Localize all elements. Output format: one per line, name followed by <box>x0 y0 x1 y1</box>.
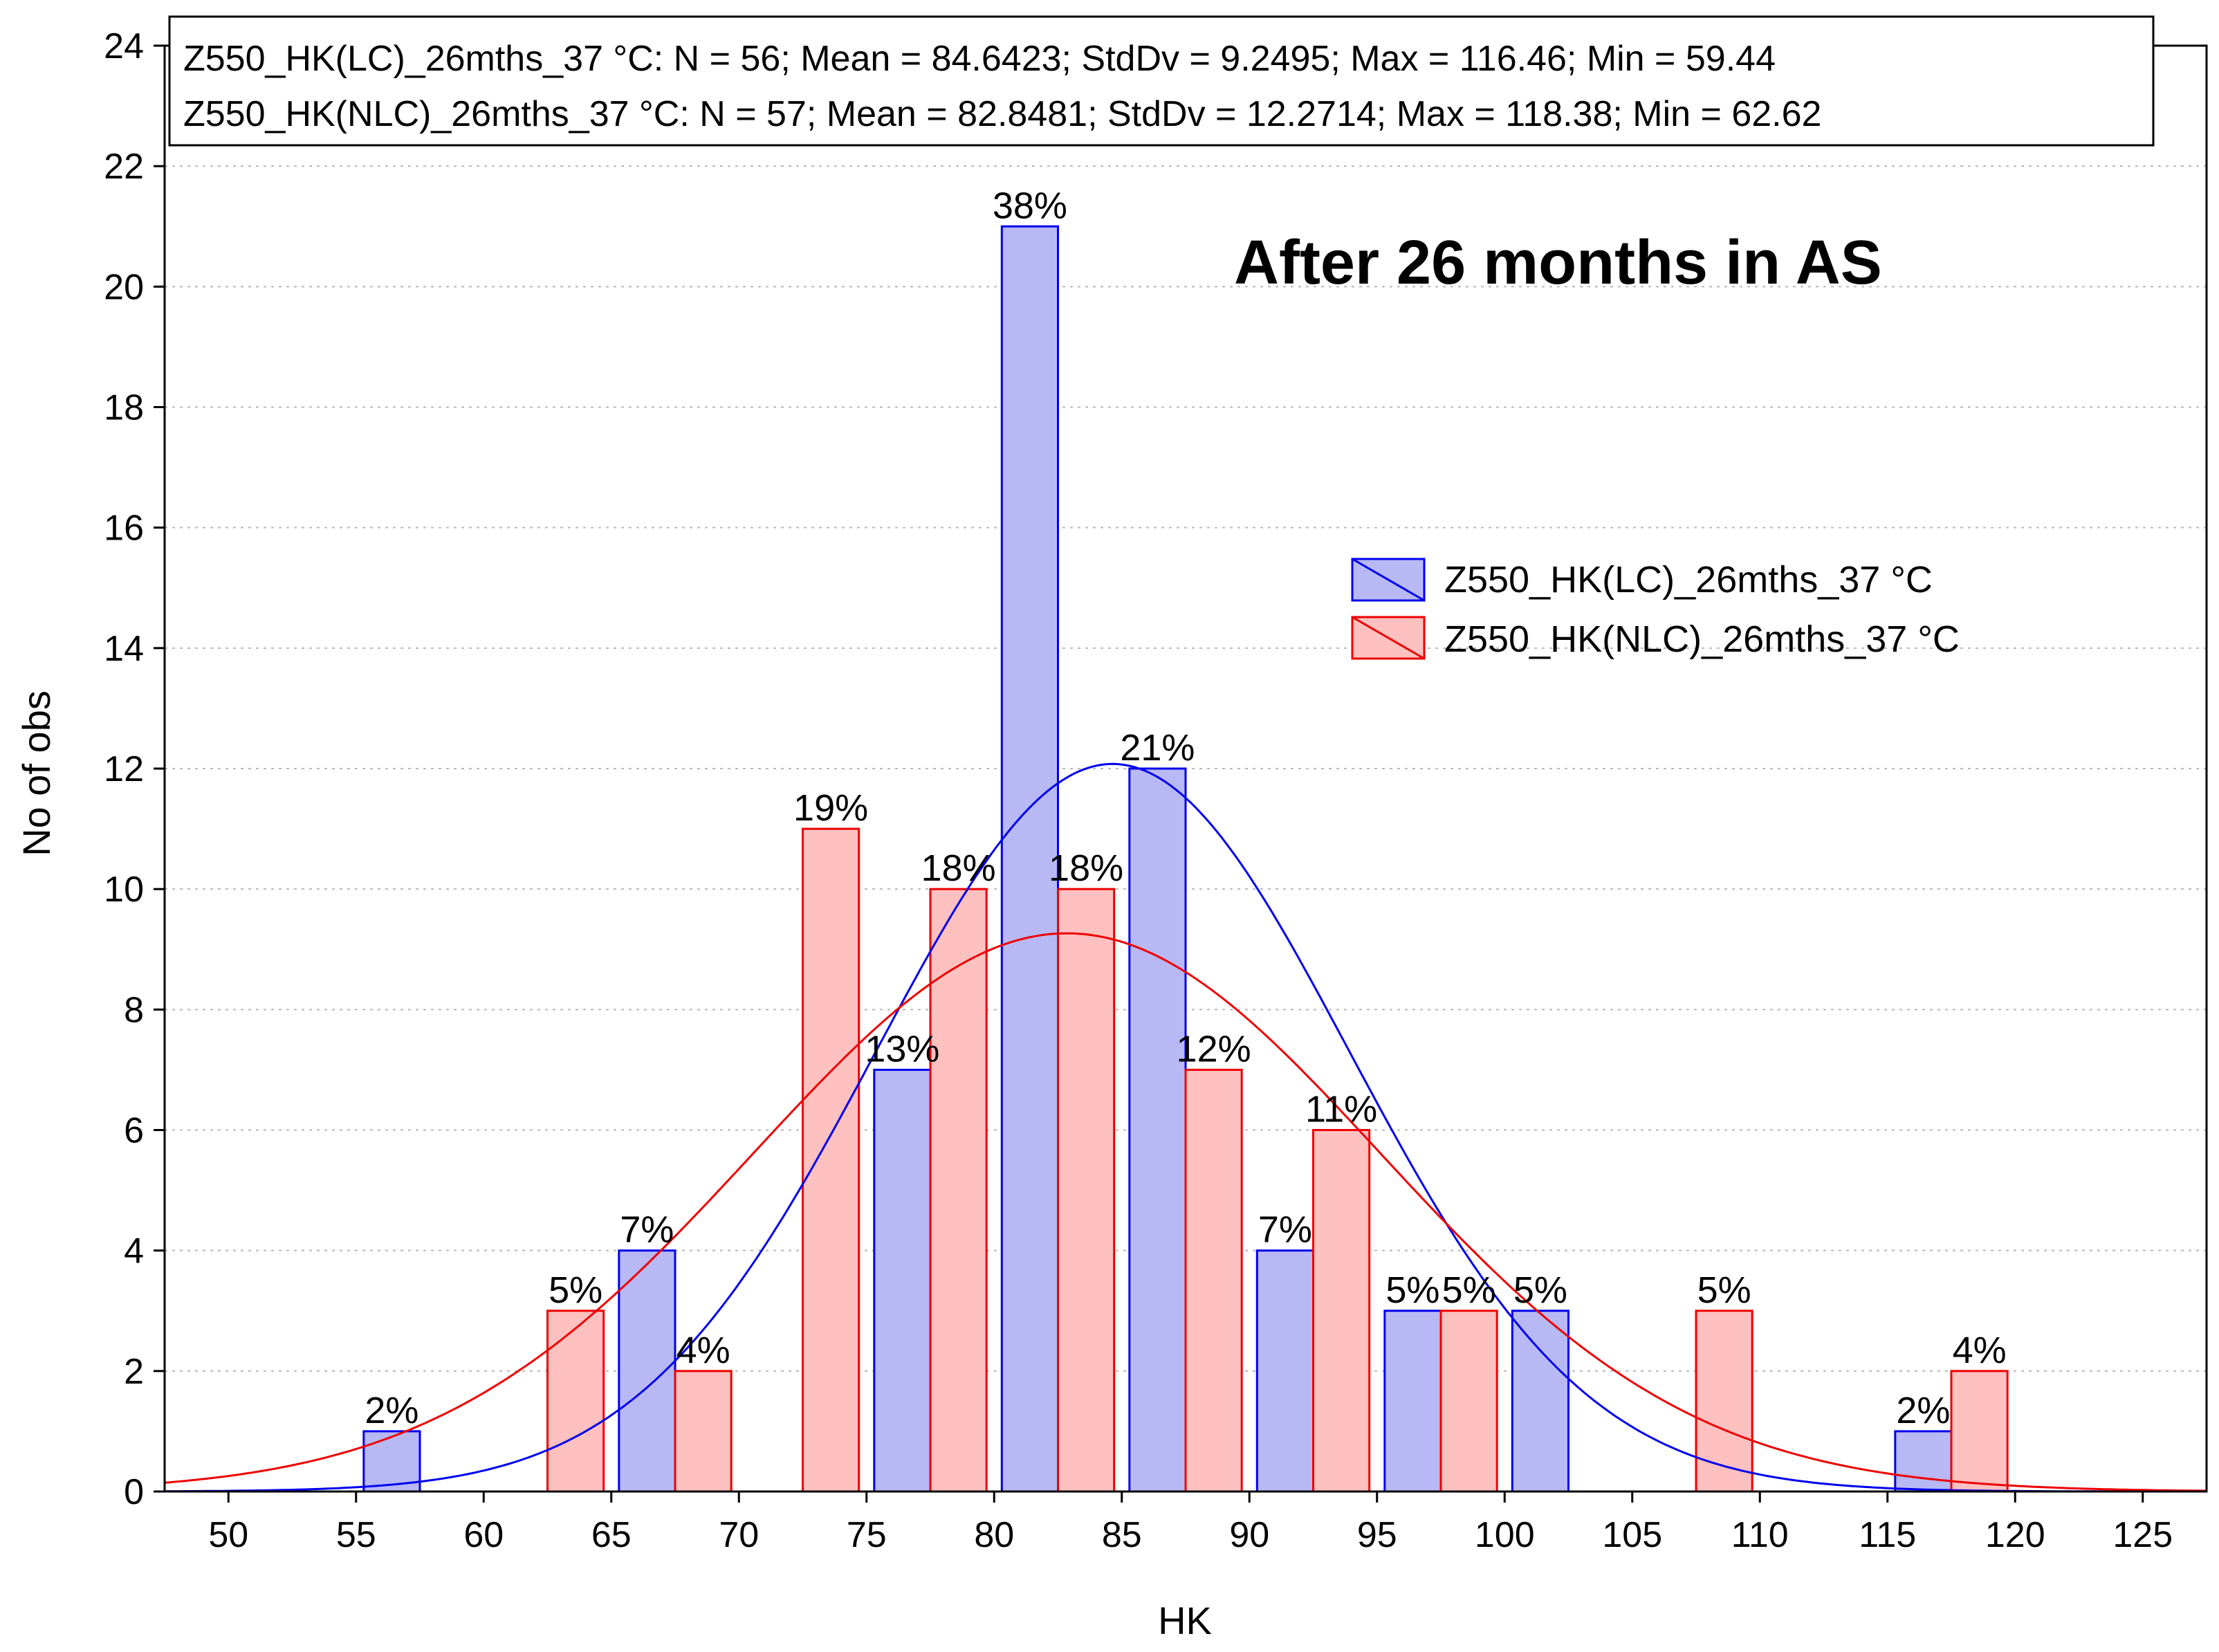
y-tick-label-14: 14 <box>104 629 144 669</box>
stats-box-frame <box>168 15 2155 147</box>
bar-label-lc-75: 13% <box>865 1028 939 1070</box>
x-tick-label-100: 100 <box>1475 1515 1535 1555</box>
bar-label-nlc-105: 5% <box>1697 1269 1751 1311</box>
bar-label-nlc-115: 4% <box>1953 1330 2007 1371</box>
bar-nlc-105 <box>1695 1310 1753 1493</box>
y-tick-label-18: 18 <box>104 388 144 428</box>
bar-label-nlc-75: 18% <box>921 847 996 889</box>
bar-nlc-70 <box>802 827 860 1493</box>
y-tick-label-20: 20 <box>104 267 144 307</box>
y-tick-label-12: 12 <box>104 749 144 789</box>
bar-nlc-90 <box>1312 1129 1371 1493</box>
stats-box: Z550_HK(LC)_26mths_37 °C: N = 56; Mean =… <box>168 15 2155 147</box>
legend-label-lc: Z550_HK(LC)_26mths_37 °C <box>1444 559 1933 600</box>
bar-label-nlc-90: 11% <box>1305 1089 1377 1130</box>
bar-label-lc-65: 7% <box>620 1209 674 1251</box>
x-tick-label-125: 125 <box>2112 1515 2173 1555</box>
y-tick-label-22: 22 <box>104 147 144 187</box>
x-tick-label-90: 90 <box>1229 1515 1269 1555</box>
bar-label-nlc-85: 12% <box>1177 1028 1251 1070</box>
bar-label-nlc-95: 5% <box>1442 1269 1496 1311</box>
y-tick-label-24: 24 <box>104 26 144 66</box>
bar-nlc-85 <box>1184 1068 1243 1493</box>
legend: Z550_HK(LC)_26mths_37 °C Z550_HK(NLC)_26… <box>1351 558 1960 660</box>
bar-lc-65 <box>618 1249 676 1493</box>
legend-swatch-nlc-diagonal <box>1352 616 1425 660</box>
bar-label-lc-95: 5% <box>1385 1269 1439 1311</box>
x-tick-label-60: 60 <box>463 1515 504 1555</box>
y-tick-label-0: 0 <box>124 1472 144 1512</box>
bar-label-nlc-60: 5% <box>549 1269 602 1311</box>
bar-label-nlc-65: 4% <box>676 1330 730 1371</box>
x-tick-label-50: 50 <box>208 1515 248 1555</box>
bar-label-lc-115: 2% <box>1896 1390 1950 1431</box>
bar-label-lc-55: 2% <box>365 1390 418 1431</box>
annotation-title: After 26 months in AS <box>1234 228 1882 297</box>
y-tick-label-10: 10 <box>104 870 144 910</box>
x-tick-label-55: 55 <box>336 1515 376 1555</box>
bar-lc-80 <box>1000 225 1059 1493</box>
x-tick-label-110: 110 <box>1731 1515 1789 1555</box>
x-tick-label-75: 75 <box>847 1515 887 1555</box>
bar-lc-55 <box>362 1430 421 1493</box>
legend-swatch-lc-diagonal <box>1352 558 1425 602</box>
x-tick-label-105: 105 <box>1602 1515 1662 1555</box>
x-tick-label-65: 65 <box>591 1515 632 1555</box>
fit-curve-nlc <box>164 932 2207 1492</box>
bar-label-lc-90: 7% <box>1258 1209 1312 1251</box>
x-tick-label-85: 85 <box>1102 1515 1142 1555</box>
bar-label-lc-85: 21% <box>1120 727 1195 769</box>
x-tick-label-115: 115 <box>1859 1515 1916 1555</box>
legend-label-nlc: Z550_HK(NLC)_26mths_37 °C <box>1444 618 1960 660</box>
fit-curves <box>164 762 2207 1493</box>
x-tick-label-95: 95 <box>1357 1515 1397 1555</box>
bar-nlc-60 <box>546 1310 605 1493</box>
fit-curve-lc <box>164 762 2207 1493</box>
bar-lc-100 <box>1511 1310 1570 1493</box>
bar-label-lc-100: 5% <box>1513 1269 1567 1311</box>
x-tick-label-120: 120 <box>1985 1515 2045 1555</box>
bar-labels: 2%7%13%38%21%7%5% 5%2%5%4%19%18% 18%12%11%… <box>365 185 2006 1431</box>
y-tick-label-2: 2 <box>124 1352 144 1392</box>
bar-nlc-75 <box>929 888 988 1493</box>
y-tick-label-8: 8 <box>124 990 144 1030</box>
bar-label-lc-80: 38% <box>993 185 1067 226</box>
bar-label-nlc-80: 18% <box>1049 847 1123 889</box>
x-tick-label-80: 80 <box>974 1515 1014 1555</box>
bar-lc-85 <box>1128 767 1187 1493</box>
bar-label-nlc-70: 19% <box>793 787 868 829</box>
x-axis-title: HK <box>1158 1599 1212 1642</box>
stats-line-nlc: Z550_HK(NLC)_26mths_37 °C: N = 57; Mean … <box>183 94 1821 134</box>
bar-lc-95 <box>1383 1310 1442 1493</box>
y-axis-title: No of obs <box>15 690 58 856</box>
bars <box>362 225 2009 1493</box>
bar-lc-115 <box>1894 1430 1953 1493</box>
y-tick-label-4: 4 <box>124 1231 144 1272</box>
bar-nlc-80 <box>1057 888 1116 1493</box>
bar-nlc-95 <box>1439 1310 1498 1493</box>
bar-nlc-65 <box>674 1370 733 1493</box>
y-tick-label-16: 16 <box>104 508 144 549</box>
y-tick-label-6: 6 <box>124 1111 144 1151</box>
stats-line-lc: Z550_HK(LC)_26mths_37 °C: N = 56; Mean =… <box>183 39 1776 79</box>
bar-lc-75 <box>873 1068 932 1493</box>
bar-nlc-115 <box>1950 1370 2009 1493</box>
bar-lc-90 <box>1255 1249 1314 1493</box>
x-tick-label-70: 70 <box>719 1515 759 1555</box>
